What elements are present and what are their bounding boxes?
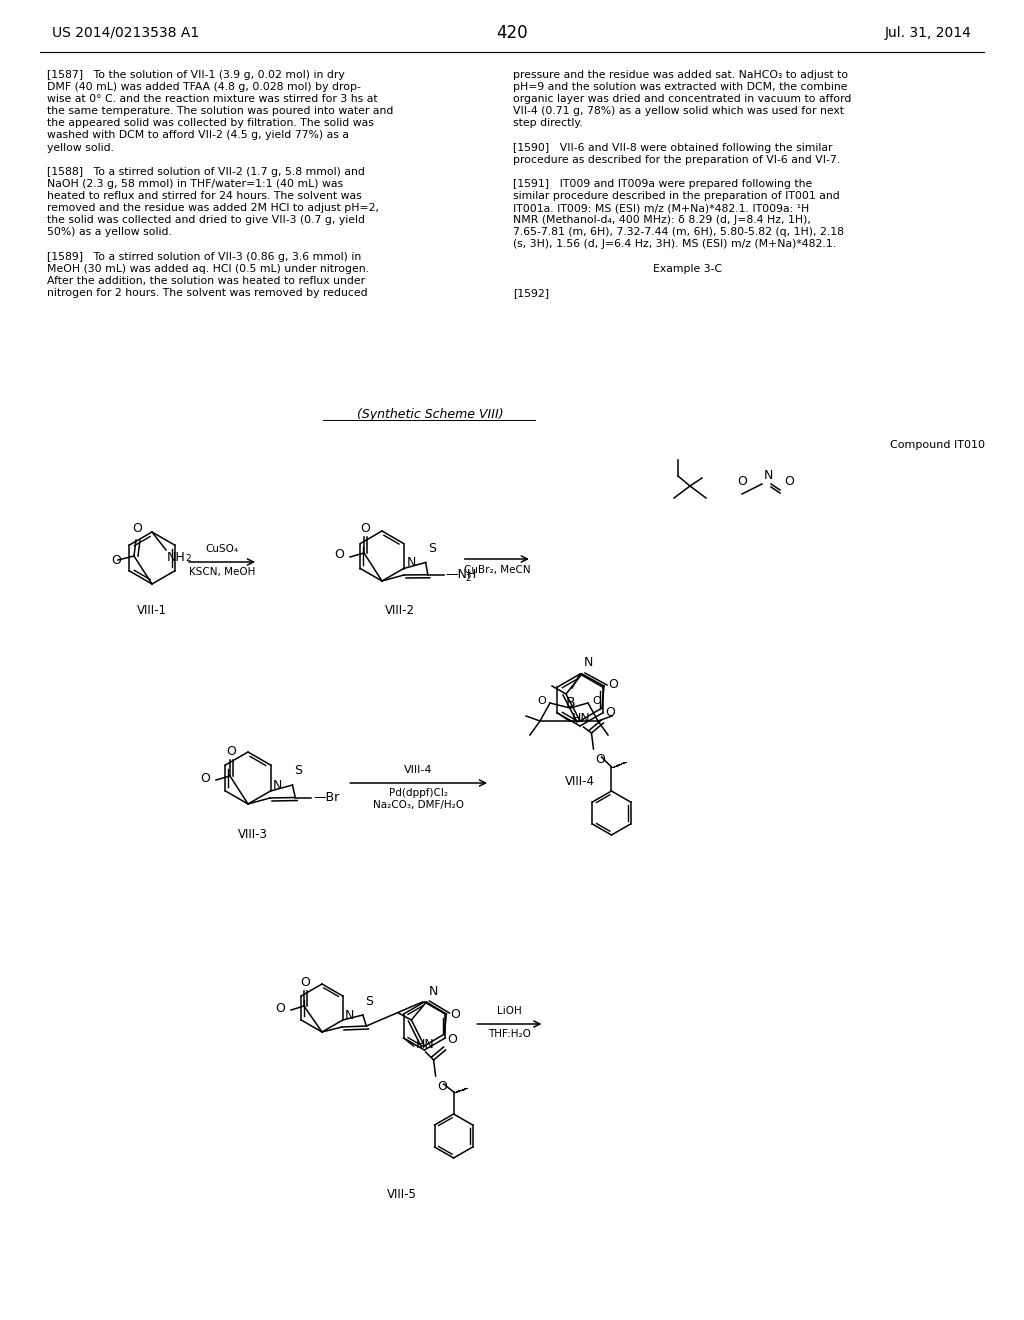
Text: KSCN, MeOH: KSCN, MeOH [188,568,255,577]
Text: S: S [365,995,373,1008]
Text: —NH: —NH [445,568,477,581]
Text: THF:H₂O: THF:H₂O [488,1030,530,1039]
Text: pH=9 and the solution was extracted with DCM, the combine: pH=9 and the solution was extracted with… [513,82,848,92]
Text: 7.65-7.81 (m, 6H), 7.32-7.44 (m, 6H), 5.80-5.82 (q, 1H), 2.18: 7.65-7.81 (m, 6H), 7.32-7.44 (m, 6H), 5.… [513,227,844,238]
Text: [1587]   To the solution of VII-1 (3.9 g, 0.02 mol) in dry: [1587] To the solution of VII-1 (3.9 g, … [47,70,345,81]
Text: [1589]   To a stirred solution of VII-3 (0.86 g, 3.6 mmol) in: [1589] To a stirred solution of VII-3 (0… [47,252,361,261]
Text: N: N [764,469,773,482]
Text: B: B [565,696,574,710]
Text: VII-4 (0.71 g, 78%) as a yellow solid which was used for next: VII-4 (0.71 g, 78%) as a yellow solid wh… [513,107,844,116]
Text: procedure as described for the preparation of VI-6 and VI-7.: procedure as described for the preparati… [513,154,840,165]
Text: VIII-4: VIII-4 [404,766,433,775]
Text: N: N [584,656,593,669]
Text: O: O [275,1002,285,1015]
Text: the same temperature. The solution was poured into water and: the same temperature. The solution was p… [47,107,393,116]
Text: O: O [451,1007,460,1020]
Text: IT001a. IT009: MS (ESI) m/z (M+Na)*482.1. IT009a: ¹H: IT001a. IT009: MS (ESI) m/z (M+Na)*482.1… [513,203,809,213]
Text: removed and the residue was added 2M HCl to adjust pH=2,: removed and the residue was added 2M HCl… [47,203,379,213]
Text: CuBr₂, MeCN: CuBr₂, MeCN [464,565,530,576]
Text: yellow solid.: yellow solid. [47,143,114,153]
Text: VIII-1: VIII-1 [137,605,167,616]
Text: wise at 0° C. and the reaction mixture was stirred for 3 hs at: wise at 0° C. and the reaction mixture w… [47,94,378,104]
Text: O: O [132,521,142,535]
Text: N: N [407,556,417,569]
Text: Compound IT010: Compound IT010 [890,440,985,450]
Text: 420: 420 [497,24,527,42]
Text: DMF (40 mL) was added TFAA (4.8 g, 0.028 mol) by drop-: DMF (40 mL) was added TFAA (4.8 g, 0.028… [47,82,360,92]
Text: [1591]   IT009 and IT009a were prepared following the: [1591] IT009 and IT009a were prepared fo… [513,180,812,189]
Text: Example 3-C: Example 3-C [513,264,722,273]
Text: NaOH (2.3 g, 58 mmol) in THF/water=1:1 (40 mL) was: NaOH (2.3 g, 58 mmol) in THF/water=1:1 (… [47,180,343,189]
Text: After the addition, the solution was heated to reflux under: After the addition, the solution was hea… [47,276,366,285]
Text: pressure and the residue was added sat. NaHCO₃ to adjust to: pressure and the residue was added sat. … [513,70,848,81]
Text: O: O [437,1080,447,1093]
Text: MeOH (30 mL) was added aq. HCl (0.5 mL) under nitrogen.: MeOH (30 mL) was added aq. HCl (0.5 mL) … [47,264,369,273]
Text: O: O [334,549,344,561]
Text: step directly.: step directly. [513,119,583,128]
Text: O: O [300,975,310,989]
Text: N: N [273,779,283,792]
Text: —Br: —Br [313,791,340,804]
Text: O: O [608,677,617,690]
Text: O: O [538,696,546,706]
Text: N: N [345,1008,354,1022]
Text: Jul. 31, 2014: Jul. 31, 2014 [885,26,972,40]
Text: O: O [592,696,601,706]
Text: 2: 2 [466,574,471,583]
Text: Pd(dppf)Cl₂: Pd(dppf)Cl₂ [389,788,449,799]
Text: [1592]: [1592] [513,288,549,298]
Text: N: N [428,985,438,998]
Text: washed with DCM to afford VII-2 (4.5 g, yield 77%) as a: washed with DCM to afford VII-2 (4.5 g, … [47,131,349,140]
Text: O: O [200,771,210,784]
Text: Na₂CO₃, DMF/H₂O: Na₂CO₃, DMF/H₂O [373,800,464,810]
Text: [1588]   To a stirred solution of VII-2 (1.7 g, 5.8 mmol) and: [1588] To a stirred solution of VII-2 (1… [47,166,365,177]
Text: O: O [447,1034,458,1045]
Text: O: O [605,706,615,719]
Text: S: S [295,764,302,777]
Text: O: O [111,554,121,568]
Text: (Synthetic Scheme VIII): (Synthetic Scheme VIII) [356,408,504,421]
Text: VIII-2: VIII-2 [385,605,415,616]
Text: VIII-4: VIII-4 [565,775,595,788]
Text: US 2014/0213538 A1: US 2014/0213538 A1 [52,26,200,40]
Text: LiOH: LiOH [497,1006,522,1016]
Text: HN: HN [571,713,590,726]
Text: O: O [226,744,236,758]
Text: 2: 2 [185,554,190,564]
Text: NH: NH [167,550,185,564]
Text: [1590]   VII-6 and VII-8 were obtained following the similar: [1590] VII-6 and VII-8 were obtained fol… [513,143,833,153]
Text: organic layer was dried and concentrated in vacuum to afford: organic layer was dried and concentrated… [513,94,851,104]
Text: O: O [737,475,746,488]
Text: similar procedure described in the preparation of IT001 and: similar procedure described in the prepa… [513,191,840,201]
Text: O: O [596,752,605,766]
Text: the appeared solid was collected by filtration. The solid was: the appeared solid was collected by filt… [47,119,374,128]
Text: VIII-3: VIII-3 [238,828,268,841]
Text: O: O [360,521,370,535]
Text: S: S [428,541,435,554]
Text: heated to reflux and stirred for 24 hours. The solvent was: heated to reflux and stirred for 24 hour… [47,191,361,201]
Text: the solid was collected and dried to give VII-3 (0.7 g, yield: the solid was collected and dried to giv… [47,215,365,226]
Text: 50%) as a yellow solid.: 50%) as a yellow solid. [47,227,172,238]
Text: HN: HN [416,1038,434,1051]
Text: CuSO₄: CuSO₄ [206,544,239,554]
Text: NMR (Methanol-d₄, 400 MHz): δ 8.29 (d, J=8.4 Hz, 1H),: NMR (Methanol-d₄, 400 MHz): δ 8.29 (d, J… [513,215,811,226]
Text: VIII-5: VIII-5 [387,1188,417,1201]
Text: (s, 3H), 1.56 (d, J=6.4 Hz, 3H). MS (ESI) m/z (M+Na)*482.1.: (s, 3H), 1.56 (d, J=6.4 Hz, 3H). MS (ESI… [513,239,836,249]
Text: O: O [784,475,794,488]
Text: nitrogen for 2 hours. The solvent was removed by reduced: nitrogen for 2 hours. The solvent was re… [47,288,368,298]
